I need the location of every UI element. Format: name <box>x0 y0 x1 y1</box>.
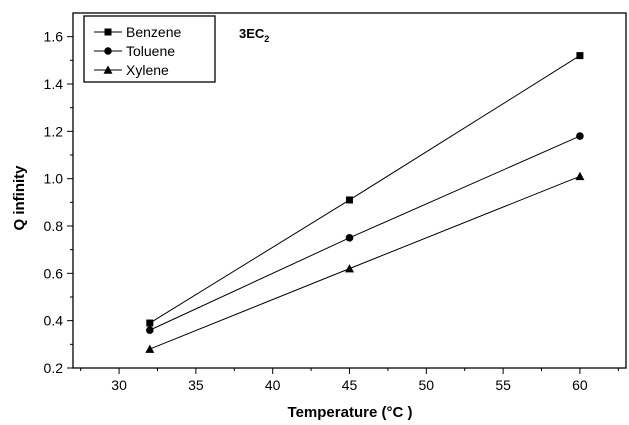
x-tick-label: 35 <box>188 377 204 393</box>
legend-label: Xylene <box>126 62 169 78</box>
data-point <box>576 132 584 140</box>
legend: Benzene Toluene Xylene <box>83 15 216 83</box>
series-line <box>149 175 581 350</box>
data-point <box>146 319 154 327</box>
x-tick-label: 55 <box>495 377 511 393</box>
y-tick-label: 0.2 <box>44 360 64 376</box>
y-tick-label: 1.6 <box>44 29 64 45</box>
legend-marker <box>104 28 112 36</box>
legend-item: Xylene <box>94 62 169 78</box>
legend-label: Toluene <box>126 43 175 59</box>
y-tick-label: 0.4 <box>44 313 64 329</box>
legend-item: Toluene <box>94 43 175 59</box>
data-point <box>576 52 584 60</box>
series-xylene <box>145 171 585 353</box>
y-axis-title: Q infinity <box>11 165 28 231</box>
series-line <box>149 135 581 331</box>
data-point <box>346 196 353 204</box>
annotation-subscript: 2 <box>264 34 269 44</box>
data-point <box>145 344 155 353</box>
data-point <box>575 171 585 181</box>
x-tick-label: 50 <box>419 377 435 393</box>
x-tick-label: 30 <box>111 377 127 393</box>
y-tick-label: 0.8 <box>44 218 64 234</box>
chart-annotation: 3EC2 <box>239 26 269 44</box>
y-tick-label: 1.4 <box>44 76 64 92</box>
series-layer <box>145 52 585 353</box>
series-benzene <box>146 52 584 327</box>
data-point <box>345 234 354 242</box>
series-line <box>149 55 581 324</box>
plot-area: 30 35 40 45 50 55 60 0.2 0.4 0.6 0.8 1.0 1.2 1.4 1.6 <box>44 12 627 393</box>
series-toluene <box>146 132 584 334</box>
legend-label: Benzene <box>126 24 181 40</box>
legend-marker <box>104 47 112 55</box>
y-tick-label: 1.0 <box>44 171 64 187</box>
legend-marker <box>103 65 113 74</box>
x-tick-label: 45 <box>342 377 358 393</box>
x-tick-label: 40 <box>265 377 281 393</box>
annotation-main: 3EC <box>239 26 265 41</box>
data-point <box>146 326 154 334</box>
data-point <box>345 264 354 273</box>
legend-item: Benzene <box>94 24 181 40</box>
x-tick-label: 60 <box>572 377 588 393</box>
y-tick-label: 1.2 <box>44 123 64 139</box>
y-tick-label: 0.6 <box>44 265 64 281</box>
x-axis-title: Temperature (°C ) <box>288 404 413 421</box>
